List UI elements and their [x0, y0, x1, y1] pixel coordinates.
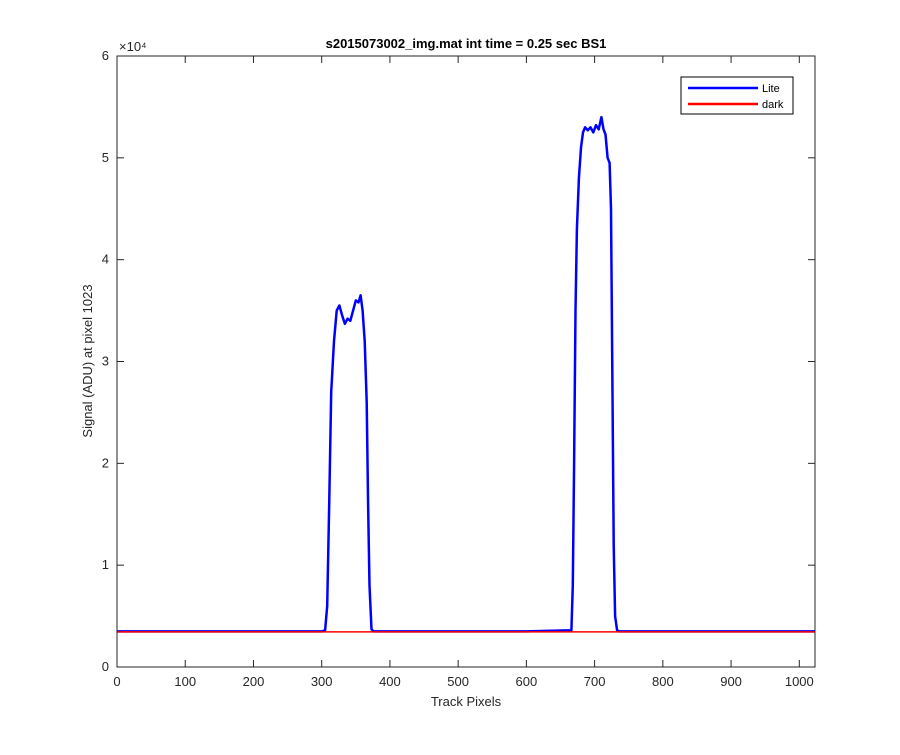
y-tick-label: 5	[102, 150, 109, 165]
x-tick-label: 500	[447, 674, 469, 689]
x-tick-label: 1000	[785, 674, 814, 689]
legend-label-lite: Lite	[762, 83, 780, 95]
labels-layer: s2015073002_img.mat int time = 0.25 sec …	[80, 36, 606, 709]
legend: Lite dark	[680, 76, 794, 115]
y-tick-label: 6	[102, 48, 109, 63]
legend-label-dark: dark	[762, 99, 784, 111]
x-tick-label: 400	[379, 674, 401, 689]
plot-area	[117, 56, 815, 667]
axes-box	[116, 55, 816, 668]
y-axis-label: Signal (ADU) at pixel 1023	[80, 284, 95, 437]
y-tick-label: 0	[102, 659, 109, 674]
series-layer	[117, 115, 815, 633]
y-tick-label: 2	[102, 455, 109, 470]
x-tick-label: 200	[243, 674, 265, 689]
legend-box	[680, 76, 794, 115]
y-tick-label: 1	[102, 557, 109, 572]
x-tick-label: 0	[113, 674, 120, 689]
x-tick-label: 300	[311, 674, 333, 689]
x-tick-label: 100	[174, 674, 196, 689]
y-exponent-label: ×10⁴	[119, 39, 147, 54]
chart-title: s2015073002_img.mat int time = 0.25 sec …	[326, 36, 607, 51]
ticks-layer: 0 100 200 300 400 500 600 700 800 900 1000 0 1 2 3 4 5 6	[102, 48, 815, 689]
x-tick-label: 700	[584, 674, 606, 689]
x-tick-label: 800	[652, 674, 674, 689]
x-tick-label: 900	[720, 674, 742, 689]
x-tick-label: 600	[516, 674, 538, 689]
x-axis-label: Track Pixels	[431, 694, 502, 709]
y-tick-label: 3	[102, 354, 109, 369]
y-tick-label: 4	[102, 252, 109, 267]
